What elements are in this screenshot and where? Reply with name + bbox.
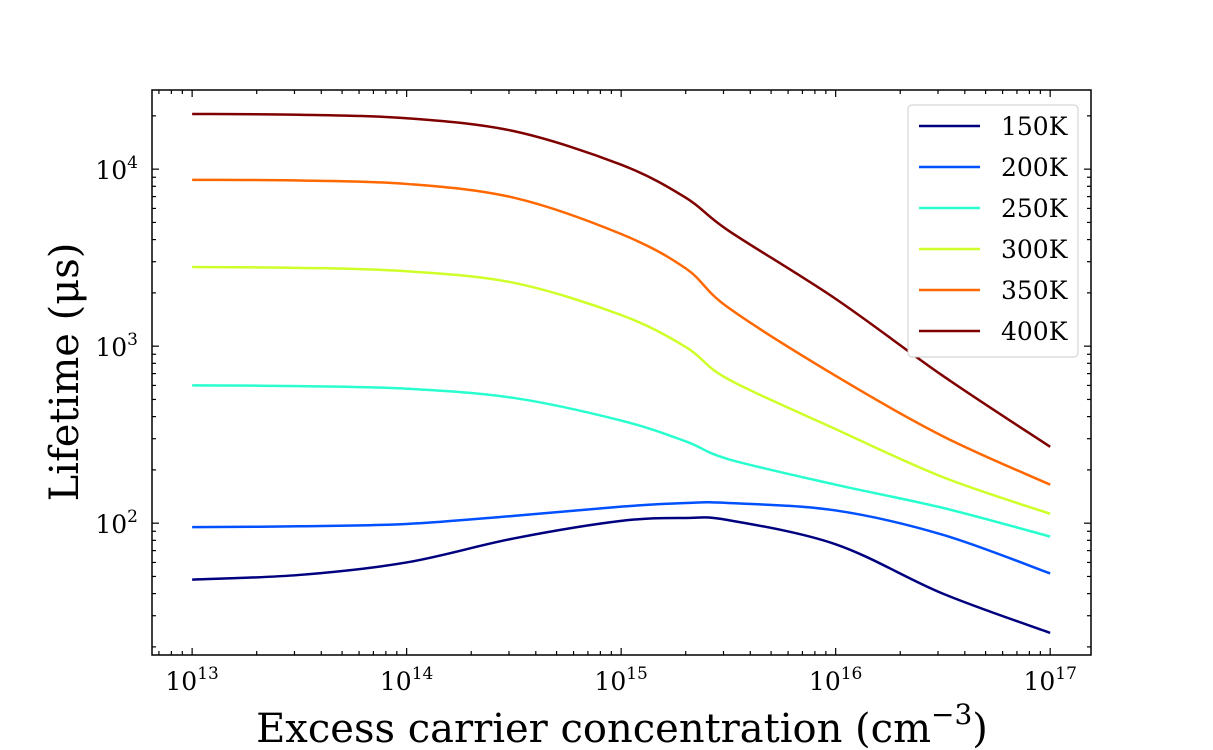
legend-label-150K: 150K <box>1001 112 1069 141</box>
legend-label-200K: 200K <box>1001 153 1069 182</box>
x-tick-label: 1014 <box>380 664 433 696</box>
legend-label-300K: 300K <box>1001 235 1069 264</box>
y-tick-label: 104 <box>95 153 138 185</box>
x-tick-label: 1013 <box>165 664 218 696</box>
series-line-350K <box>192 178 1051 486</box>
y-tick-label: 102 <box>95 507 138 539</box>
y-axis-title: Lifetime (μs) <box>42 243 88 502</box>
x-tick-label: 1017 <box>1023 664 1076 696</box>
legend-label-350K: 350K <box>1001 276 1069 305</box>
series-line-400K <box>192 112 1051 448</box>
series-line-250K <box>192 384 1051 538</box>
ticks-layer <box>152 90 1091 655</box>
tick-labels: 1013 1014 1015 1016 1017 102 103 104 <box>95 153 1077 696</box>
x-tick-label: 1015 <box>594 664 647 696</box>
y-tick-label: 103 <box>95 330 138 362</box>
series-line-300K <box>192 265 1051 515</box>
plot-layer <box>192 112 1051 635</box>
x-axis-title: Excess carrier concentration (cm−3) <box>256 698 988 750</box>
legend-label-250K: 250K <box>1001 194 1069 223</box>
legend: 150K 200K 250K 300K 350K 400K <box>907 104 1079 358</box>
legend-label-400K: 400K <box>1001 317 1069 346</box>
series-line-150K <box>192 516 1051 635</box>
series-line-200K <box>192 501 1051 575</box>
x-tick-label: 1016 <box>809 664 862 696</box>
